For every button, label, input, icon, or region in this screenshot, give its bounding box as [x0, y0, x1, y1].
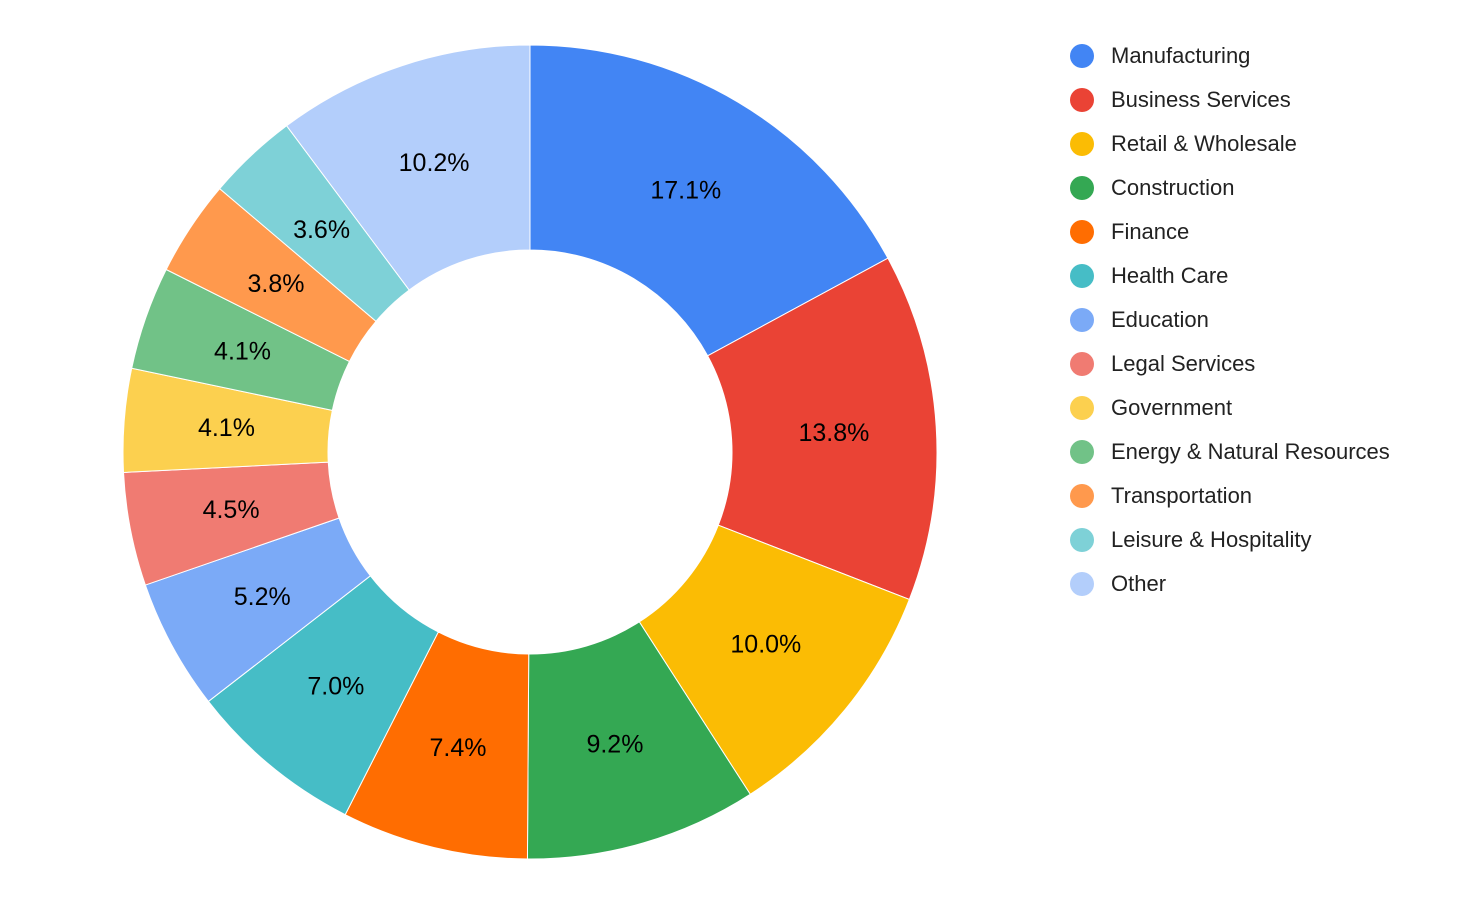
- legend-label: Transportation: [1111, 483, 1253, 508]
- legend-item: Government: [1070, 386, 1450, 430]
- chart-legend: Manufacturing Business Services Retail & W…: [1070, 34, 1450, 606]
- slice-label: 7.0%: [307, 673, 364, 701]
- slice-label: 10.0%: [730, 631, 801, 659]
- legend-swatch: [1070, 308, 1094, 332]
- legend-item: Energy & Natural Resources: [1070, 430, 1450, 474]
- slice-label: 5.2%: [234, 583, 291, 611]
- legend-label: Manufacturing: [1111, 43, 1251, 68]
- legend-item: Legal Services: [1070, 342, 1450, 386]
- legend-label: Health Care: [1111, 263, 1229, 288]
- legend-swatch: [1070, 264, 1094, 288]
- slice-label: 3.8%: [248, 270, 305, 298]
- slice-label: 13.8%: [798, 419, 869, 447]
- legend-item: Transportation: [1070, 474, 1450, 518]
- legend-item: Manufacturing: [1070, 34, 1450, 78]
- legend-swatch: [1070, 528, 1094, 552]
- legend-label: Leisure & Hospitality: [1111, 527, 1312, 552]
- legend-label: Construction: [1111, 175, 1235, 200]
- slice-label: 17.1%: [650, 176, 721, 204]
- legend-label: Business Services: [1111, 87, 1291, 112]
- slice-label: 4.1%: [214, 338, 271, 366]
- legend-item: Construction: [1070, 166, 1450, 210]
- legend-item: Business Services: [1070, 78, 1450, 122]
- legend-swatch: [1070, 88, 1094, 112]
- slice-label: 7.4%: [429, 734, 486, 762]
- legend-swatch: [1070, 572, 1094, 596]
- slice-labels-group: 17.1% 13.8% 10.0% 9.2% 7.4% 7.0% 5.2% 4.5% 4.1% 4…: [198, 149, 869, 762]
- legend-swatch: [1070, 44, 1094, 68]
- legend-label: Finance: [1111, 219, 1190, 244]
- legend-item: Leisure & Hospitality: [1070, 518, 1450, 562]
- slice-manufacturing: [529, 44, 889, 357]
- legend-swatch: [1070, 484, 1094, 508]
- legend-label: Energy & Natural Resources: [1111, 439, 1390, 464]
- legend-label: Government: [1111, 395, 1233, 420]
- legend-item: Retail & Wholesale: [1070, 122, 1450, 166]
- legend-label: Education: [1111, 307, 1209, 332]
- legend-item: Other: [1070, 562, 1450, 606]
- slice-label: 9.2%: [586, 730, 643, 758]
- slice-retail-wholesale: [638, 524, 911, 795]
- slice-label: 10.2%: [399, 149, 470, 177]
- slices-group: [122, 44, 938, 860]
- legend-swatch: [1070, 396, 1094, 420]
- legend-swatch: [1070, 220, 1094, 244]
- legend-swatch: [1070, 176, 1094, 200]
- legend-swatch: [1070, 132, 1094, 156]
- legend-label: Retail & Wholesale: [1111, 131, 1297, 156]
- legend-swatch: [1070, 352, 1094, 376]
- legend-item: Health Care: [1070, 254, 1450, 298]
- slice-label: 4.5%: [203, 496, 260, 524]
- slice-business-services: [706, 257, 938, 601]
- legend-label: Legal Services: [1111, 351, 1256, 376]
- slice-label: 3.6%: [293, 216, 350, 244]
- legend-item: Finance: [1070, 210, 1450, 254]
- slice-label: 4.1%: [198, 414, 255, 442]
- slice-other: [285, 44, 531, 291]
- legend-swatch: [1070, 440, 1094, 464]
- legend-item: Education: [1070, 298, 1450, 342]
- legend-label: Other: [1111, 571, 1167, 596]
